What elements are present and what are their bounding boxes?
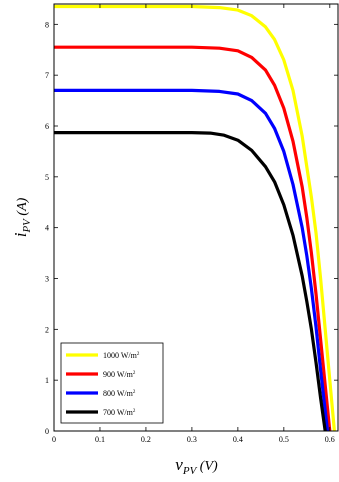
legend-entry-2: 800 W/m2 bbox=[103, 389, 136, 398]
x-tick-label: 0 bbox=[52, 435, 56, 444]
y-axis-label: iPV (A) bbox=[11, 197, 33, 237]
legend: 1000 W/m2 900 W/m2 800 W/m2 700 W/m2 bbox=[60, 342, 164, 424]
y-tick-label: 7 bbox=[45, 71, 49, 80]
x-tick-label: 0.5 bbox=[279, 435, 289, 444]
x-tick-label: 0.1 bbox=[95, 435, 105, 444]
y-tick-label: 3 bbox=[45, 275, 49, 284]
axis-labels-layer: vPV (V) iPV (A) bbox=[11, 197, 218, 477]
y-tick-label: 1 bbox=[45, 376, 49, 385]
ticks-layer: 0 0.1 0.2 0.3 0.4 0.5 0.6 0 1 2 3 4 5 6 7 8 bbox=[45, 4, 338, 444]
x-tick-label: 0.4 bbox=[233, 435, 243, 444]
x-tick-label: 0.2 bbox=[141, 435, 151, 444]
y-tick-label: 5 bbox=[45, 173, 49, 182]
legend-entry-3: 700 W/m2 bbox=[103, 408, 136, 417]
y-tick-label: 4 bbox=[45, 224, 49, 233]
legend-entry-0: 1000 W/m2 bbox=[103, 351, 140, 360]
series-line-3 bbox=[54, 131, 327, 432]
series-line-2 bbox=[54, 88, 330, 432]
y-tick-label: 6 bbox=[45, 122, 49, 131]
series-layer bbox=[54, 4, 336, 432]
y-tick-label: 0 bbox=[45, 427, 49, 436]
series-line-0 bbox=[54, 4, 336, 432]
legend-entry-1: 900 W/m2 bbox=[103, 370, 136, 379]
x-tick-label: 0.3 bbox=[187, 435, 197, 444]
plot-area-frame bbox=[53, 3, 339, 432]
series-line-1 bbox=[54, 45, 332, 432]
y-tick-label: 8 bbox=[45, 20, 49, 29]
x-axis-label: vPV (V) bbox=[175, 455, 218, 477]
y-tick-label: 2 bbox=[45, 325, 49, 334]
x-tick-label: 0.6 bbox=[325, 435, 335, 444]
